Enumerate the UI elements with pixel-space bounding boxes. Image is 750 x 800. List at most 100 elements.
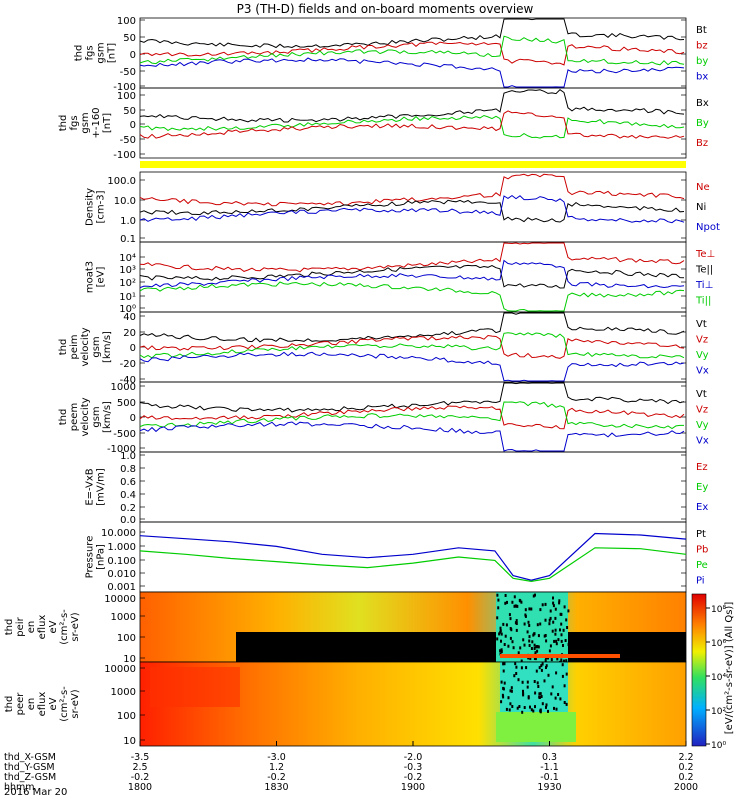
spectrogram-pixel [564, 639, 567, 642]
spectrogram-pixel [504, 594, 507, 597]
spectrogram-pixel [539, 622, 542, 626]
y-tick-label: -500 [113, 429, 136, 440]
spectrogram-pixel [544, 618, 547, 622]
y-tick-label: 10 [123, 736, 136, 747]
spectrogram-pixel [552, 604, 555, 608]
spectrogram-pixel [514, 662, 517, 666]
y-tick-label: 0 [130, 50, 136, 61]
y-axis-label: [eV] [96, 267, 107, 288]
series-line [139, 18, 685, 49]
y-tick-label: 100 [117, 16, 136, 27]
series-line [139, 405, 685, 430]
y-axis-label: thd [58, 339, 69, 356]
spectrogram-pixel [496, 637, 499, 641]
spectrogram-pixel [510, 628, 513, 632]
x-axis-row-label: thd_Z-GSM [4, 772, 56, 783]
spectrogram-pixel [511, 640, 514, 644]
spectrogram-pixel [531, 640, 534, 644]
series-line [139, 194, 685, 224]
spectrogram-pixel [556, 657, 559, 661]
legend-entry: Pe [696, 560, 708, 571]
spectrogram-pixel [547, 673, 550, 677]
series-line [139, 334, 685, 359]
y-axis-label: E=-VxB [85, 468, 96, 505]
x-axis-row-label: thd_Y-GSM [4, 762, 55, 773]
spectrogram-pixel [499, 626, 502, 630]
spectrogram-pixel [533, 680, 536, 683]
colorbar-ticks: 10⁸ 10⁶ 10⁴ 10² 10⁰ [706, 605, 726, 751]
spectrogram-red-patch [150, 667, 240, 707]
legend-entry: Vy [696, 350, 709, 361]
spectrogram-pixel [502, 669, 505, 673]
spectrogram-pixel [551, 629, 554, 633]
spectrogram-pixel [527, 696, 530, 700]
spectrogram-pixel [528, 639, 531, 643]
spectrogram-pixel [565, 659, 568, 663]
y-tick-label: 10¹ [119, 292, 136, 303]
spectrogram-pixel [516, 706, 519, 710]
spectrogram-pixel [536, 649, 539, 653]
y-tick-label: 0.4 [120, 490, 136, 501]
colorbar-tick-label: 10⁸ [711, 605, 726, 615]
spectrogram-pixel [538, 666, 541, 670]
series-line [139, 351, 685, 382]
y-tick-label: 100 [117, 711, 136, 722]
y-axis-label: eV [48, 620, 59, 633]
y-tick-label: -100 [113, 150, 136, 161]
spectrogram-pixel [523, 622, 526, 626]
legend-entry: Te|| [695, 264, 713, 275]
series-line [139, 401, 684, 430]
spectrogram-pixel [505, 623, 508, 627]
y-tick-label: 10² [119, 278, 136, 289]
spectrogram-pixel [537, 645, 540, 649]
spectrogram-pixel [502, 686, 505, 690]
spectrogram-pixel [538, 695, 541, 699]
series-line-Pi [139, 532, 687, 581]
panel-peim_velocity: 40 20 0 -20 -40 thd peim velocity gsm [km/s] Vt Vz V… [58, 311, 709, 386]
y-axis-label: fgs [69, 115, 80, 130]
spectrogram-pixel [513, 674, 516, 678]
spectrogram-pixel [554, 607, 557, 611]
series-line-Pe [139, 547, 687, 583]
panel-frame [139, 241, 687, 313]
y-axis-label: thd [58, 115, 69, 132]
spectrogram-pixel [509, 689, 512, 693]
spectrogram-pixel [532, 594, 535, 598]
spectrogram-pixel [560, 612, 563, 616]
spectrogram-low-energy-band [500, 654, 620, 658]
y-tick-label: -20 [120, 359, 136, 370]
panel-pressure: 10.000 1.000 0.100 0.010 0.001 Pressure [nPa] P… [85, 521, 708, 593]
legend-entry: Vt [696, 319, 707, 330]
spectrogram-pixel [539, 692, 542, 696]
spectrogram-pixel [534, 593, 536, 597]
spectrogram-pixel [500, 680, 503, 684]
spectrogram-pixel [545, 703, 548, 707]
x-tick-label: 2.5 [132, 762, 147, 773]
spectrogram-pixel [541, 603, 544, 607]
spectrogram-pixel [545, 666, 547, 669]
spectrogram-pixel [554, 616, 557, 620]
y-tick-label: 10³ [119, 265, 136, 276]
series-line [139, 41, 685, 66]
x-tick-label: 1.2 [269, 762, 284, 773]
series-line [139, 382, 685, 413]
spectrogram-pixel [524, 608, 527, 612]
legend-entry: Bx [696, 98, 709, 109]
spectrogram-pixel [559, 697, 562, 701]
y-tick-label: 50 [123, 33, 136, 44]
spectrogram-pixel [561, 663, 564, 667]
spectrogram-pixel [496, 593, 499, 597]
spectrogram-pixel [502, 695, 505, 699]
spectrogram-pixel [551, 685, 554, 689]
spectrogram-pixel [533, 647, 536, 650]
x-axis-row-label: hhmm [4, 782, 35, 793]
spectrogram-pixel [499, 649, 502, 653]
legend-entry: Te⊥ [695, 249, 715, 260]
y-tick-label: 0.010 [107, 569, 136, 580]
legend-entry: Vz [696, 404, 708, 415]
legend-entry: Vt [696, 389, 707, 400]
spectrogram-pixel [510, 689, 513, 693]
spectrogram-pixel [517, 678, 520, 682]
legend-entry: Ni [696, 202, 706, 213]
